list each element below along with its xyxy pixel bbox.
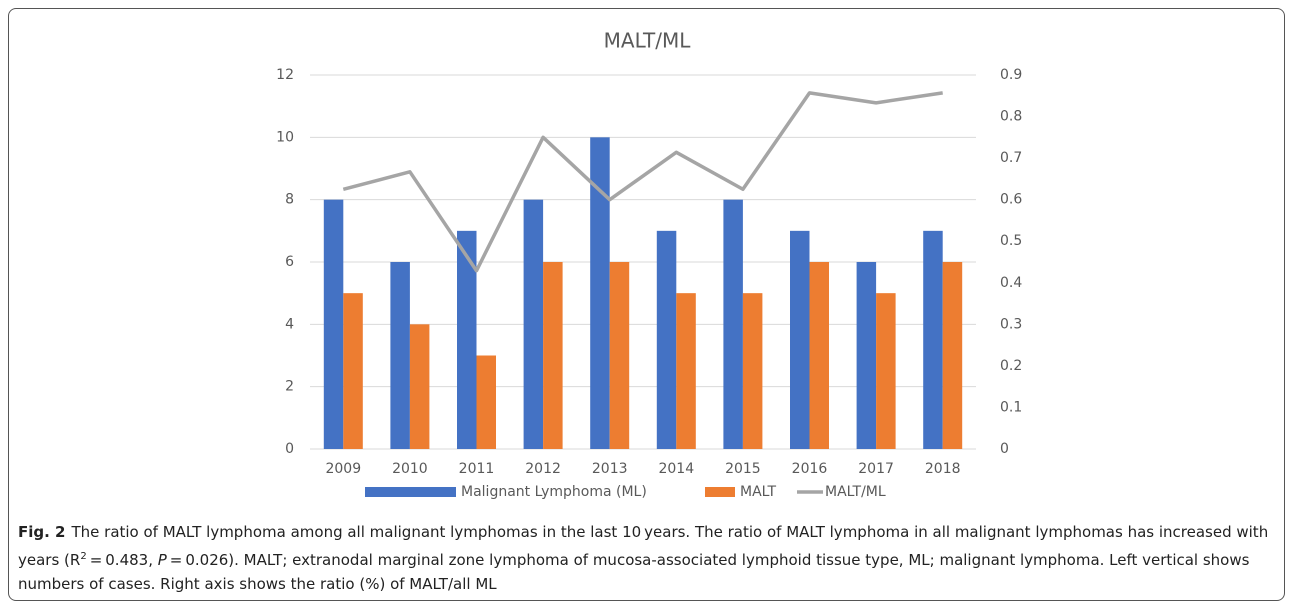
bar <box>543 262 563 449</box>
bar <box>942 262 963 449</box>
line <box>342 91 943 273</box>
bar <box>723 199 743 449</box>
x-tick-label: 2012 <box>525 461 561 477</box>
bar <box>323 199 344 449</box>
y2-tick-label: 0.4 <box>1000 275 1022 291</box>
legend-label: MALT/ML <box>825 484 886 500</box>
y2-tick-label: 0.6 <box>1000 192 1022 208</box>
bar <box>656 230 677 449</box>
y-tick-label: 6 <box>285 254 294 270</box>
legend-label: MALT <box>740 484 777 500</box>
y2-tick-label: 0.7 <box>1000 150 1022 166</box>
bar <box>876 293 896 449</box>
x-tick-label: 2009 <box>325 461 361 477</box>
legend-swatch <box>365 487 456 497</box>
x-tick-label: 2018 <box>925 461 961 477</box>
x-tick-label: 2015 <box>725 461 761 477</box>
y-tick-label: 10 <box>276 129 294 145</box>
x-tick-label: 2014 <box>658 461 694 477</box>
bar <box>409 324 430 449</box>
bar <box>676 293 696 449</box>
y2-tick-label: 0.3 <box>1000 316 1022 332</box>
x-tick-label: 2010 <box>392 461 428 477</box>
y2-tick-label: 0.8 <box>1000 109 1022 125</box>
bar <box>390 262 410 449</box>
x-tick-label: 2011 <box>459 461 495 477</box>
caption-label: Fig. 2 <box>18 523 66 541</box>
y2-tick-label: 0 <box>1000 441 1009 457</box>
caption: Fig. 2 The ratio of MALT lymphoma among a… <box>18 520 1280 597</box>
chart-title: MALT/ML <box>604 29 692 53</box>
bar <box>609 262 630 449</box>
legend-label: Malignant Lymphoma (ML) <box>461 484 647 500</box>
bar <box>742 293 763 449</box>
x-tick-label: 2013 <box>592 461 628 477</box>
bar <box>476 355 496 449</box>
y-tick-label: 12 <box>276 67 294 83</box>
y2-tick-label: 0.5 <box>1000 233 1022 249</box>
caption-italic: P <box>157 550 167 569</box>
caption-sup: 2 <box>80 550 87 562</box>
bar <box>790 230 810 449</box>
y-tick-label: 8 <box>285 192 294 208</box>
bar <box>590 137 610 450</box>
x-tick-label: 2017 <box>858 461 894 477</box>
y-tick-label: 0 <box>285 441 294 457</box>
bar <box>856 262 877 449</box>
y-tick-label: 2 <box>285 379 294 395</box>
y-tick-label: 4 <box>285 316 294 332</box>
x-tick-label: 2016 <box>792 461 828 477</box>
bar <box>343 293 363 449</box>
bar <box>809 262 829 449</box>
y2-tick-label: 0.1 <box>1000 399 1022 415</box>
bar <box>523 199 544 449</box>
bar <box>923 230 943 449</box>
y2-tick-label: 0.9 <box>1000 67 1022 83</box>
caption-text: The ratio of MALT lymphoma among all mal… <box>18 523 1269 569</box>
figure-frame <box>8 8 1285 601</box>
y2-tick-label: 0.2 <box>1000 358 1022 374</box>
caption-text: = 0.026). MALT; extranodal marginal zone… <box>18 550 1250 594</box>
bar <box>457 230 477 449</box>
caption-text: = 0.483, <box>86 550 158 569</box>
legend-swatch <box>705 487 735 497</box>
